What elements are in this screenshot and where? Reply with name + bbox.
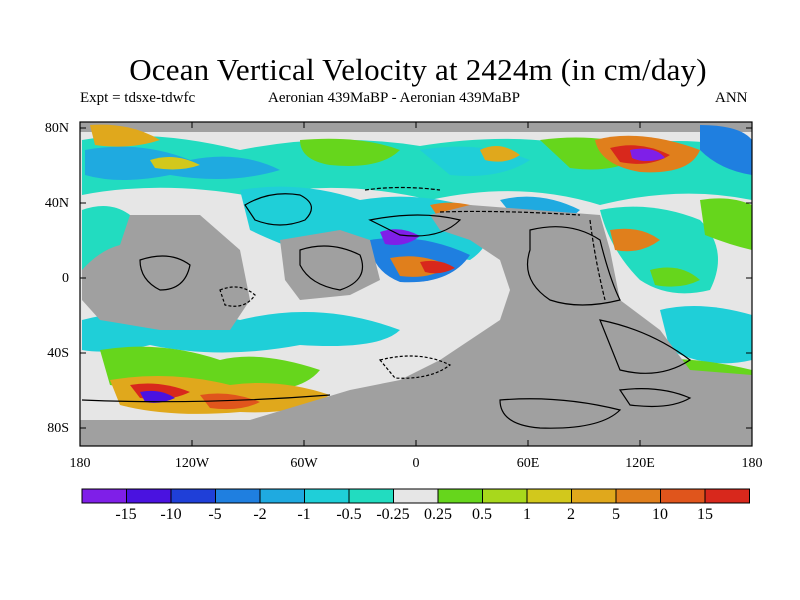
colorbar-swatch: [348, 488, 394, 504]
colorbar-label: 10: [652, 506, 668, 523]
colorbar-label: 0.5: [472, 506, 492, 523]
y-tick-label: 80N: [44, 121, 69, 136]
land-mass-east: [300, 205, 752, 446]
y-tick-label: 0: [62, 271, 69, 286]
colorbar-swatch: [526, 488, 572, 504]
y-tick-label: 40S: [47, 346, 69, 361]
colorbar-label: 1: [523, 506, 531, 523]
colorbar-swatch: [126, 488, 172, 504]
colorbar-label: -1: [297, 506, 311, 523]
colorbar-label: 0.25: [424, 506, 452, 523]
coastlines: [81, 186, 692, 429]
colorbar-label: 15: [697, 506, 713, 523]
colorbar-swatch: [259, 488, 305, 504]
colorbar-swatch: [304, 488, 350, 504]
colorbar-swatch: [170, 488, 216, 504]
colorbar-swatch: [393, 488, 439, 504]
colorbar-swatch: [704, 488, 750, 504]
x-ticks: [79, 122, 753, 446]
y-ticks: [80, 127, 752, 429]
colorbar: [81, 488, 750, 504]
y-tick-label: 40N: [44, 196, 69, 211]
colorbar-label: -2: [253, 506, 267, 523]
colorbar-swatch: [437, 488, 483, 504]
experiment-label: Expt = tdsxe-tdwfc: [80, 90, 196, 106]
colorbar-swatch: [660, 488, 706, 504]
colorbar-label: -5: [208, 506, 222, 523]
x-tick-label: 180: [69, 456, 91, 471]
colorbar-label: 5: [612, 506, 620, 523]
colorbar-label: -15: [115, 506, 137, 523]
map-plot-area: [80, 122, 752, 446]
land-mass-west: [82, 215, 250, 330]
colorbar-label: -0.5: [336, 506, 362, 523]
x-tick-label: 180: [741, 456, 763, 471]
land-areas: [80, 205, 752, 446]
colorbar-label: -10: [160, 506, 182, 523]
colorbar-swatch: [571, 488, 617, 504]
colorbar-swatch: [215, 488, 261, 504]
colorbar-swatch: [482, 488, 528, 504]
x-tick-label: 60W: [290, 456, 318, 471]
chart-title: Ocean Vertical Velocity at 2424m (in cm/…: [129, 52, 707, 87]
land-mass-south: [80, 405, 300, 446]
x-tick-label: 120W: [174, 456, 210, 471]
period-label: Aeronian 439MaBP - Aeronian 439MaBP: [268, 90, 520, 106]
colorbar-label: 2: [567, 506, 575, 523]
colorbar-label: -0.25: [376, 506, 410, 523]
x-tick-label: 120E: [625, 456, 655, 471]
x-tick-label: 60E: [516, 456, 540, 471]
x-tick-label: 0: [412, 456, 420, 471]
y-tick-label: 80S: [47, 421, 69, 436]
colorbar-swatch: [81, 488, 127, 504]
season-label: ANN: [715, 90, 748, 106]
colorbar-swatch: [615, 488, 661, 504]
